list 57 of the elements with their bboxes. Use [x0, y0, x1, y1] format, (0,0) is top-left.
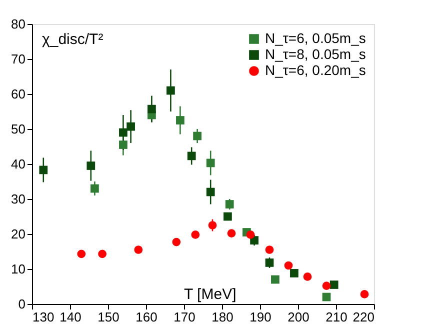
y-tick-label: 80 [11, 16, 26, 32]
x-tick-label: 170 [174, 310, 196, 324]
y-tick-label: 40 [11, 156, 26, 172]
point [166, 86, 175, 95]
point [187, 152, 196, 160]
point [191, 230, 200, 239]
point [284, 261, 293, 270]
point [98, 250, 106, 258]
point [322, 292, 331, 302]
x-tick-label: 140 [60, 310, 82, 324]
y-tick-label: 50 [11, 122, 26, 136]
y-axis-title: χ_disc/T² [42, 31, 104, 48]
legend-label: N_τ=6, 0.20m_s [265, 62, 366, 78]
point [77, 250, 86, 258]
point [265, 258, 274, 267]
point [134, 246, 143, 254]
x-axis-title: T [MeV] [184, 286, 236, 303]
y-tick-label: 30 [11, 192, 26, 206]
y-tick-label: 60 [11, 86, 26, 102]
x-tick-label: 150 [98, 310, 120, 324]
point [119, 128, 128, 137]
point [39, 166, 48, 174]
point [290, 269, 298, 278]
point [271, 275, 280, 284]
y-tick-label: 0 [18, 296, 26, 312]
x-tick-label: 220 [352, 310, 374, 324]
legend-label: N_τ=8, 0.05m_s [265, 46, 366, 62]
x-tick-label: 190 [250, 310, 272, 324]
x-tick-label: 210 [326, 310, 348, 324]
point [193, 132, 202, 140]
y-tick-label: 70 [11, 52, 26, 66]
point [265, 246, 274, 254]
point [227, 229, 236, 238]
x-tick-label: 160 [136, 310, 158, 324]
point [206, 188, 215, 196]
x-tick-label: 200 [288, 310, 310, 324]
point [119, 140, 128, 149]
point [126, 122, 135, 131]
point [86, 162, 96, 170]
x-tick-label: 130 [32, 310, 54, 324]
y-tick-label: 20 [11, 226, 26, 242]
point [90, 184, 99, 193]
point [148, 104, 156, 114]
point [225, 200, 234, 208]
point [172, 238, 181, 246]
y-tick-label: 10 [11, 262, 26, 276]
x-tick-label: 180 [212, 310, 234, 324]
point [208, 221, 217, 230]
point [246, 230, 255, 239]
point [206, 158, 215, 168]
point [322, 282, 331, 290]
point [176, 116, 184, 124]
point [224, 212, 232, 221]
point [303, 272, 312, 281]
point [330, 280, 338, 289]
point [360, 290, 369, 298]
legend-label: N_τ=6, 0.05m_s [265, 30, 366, 46]
